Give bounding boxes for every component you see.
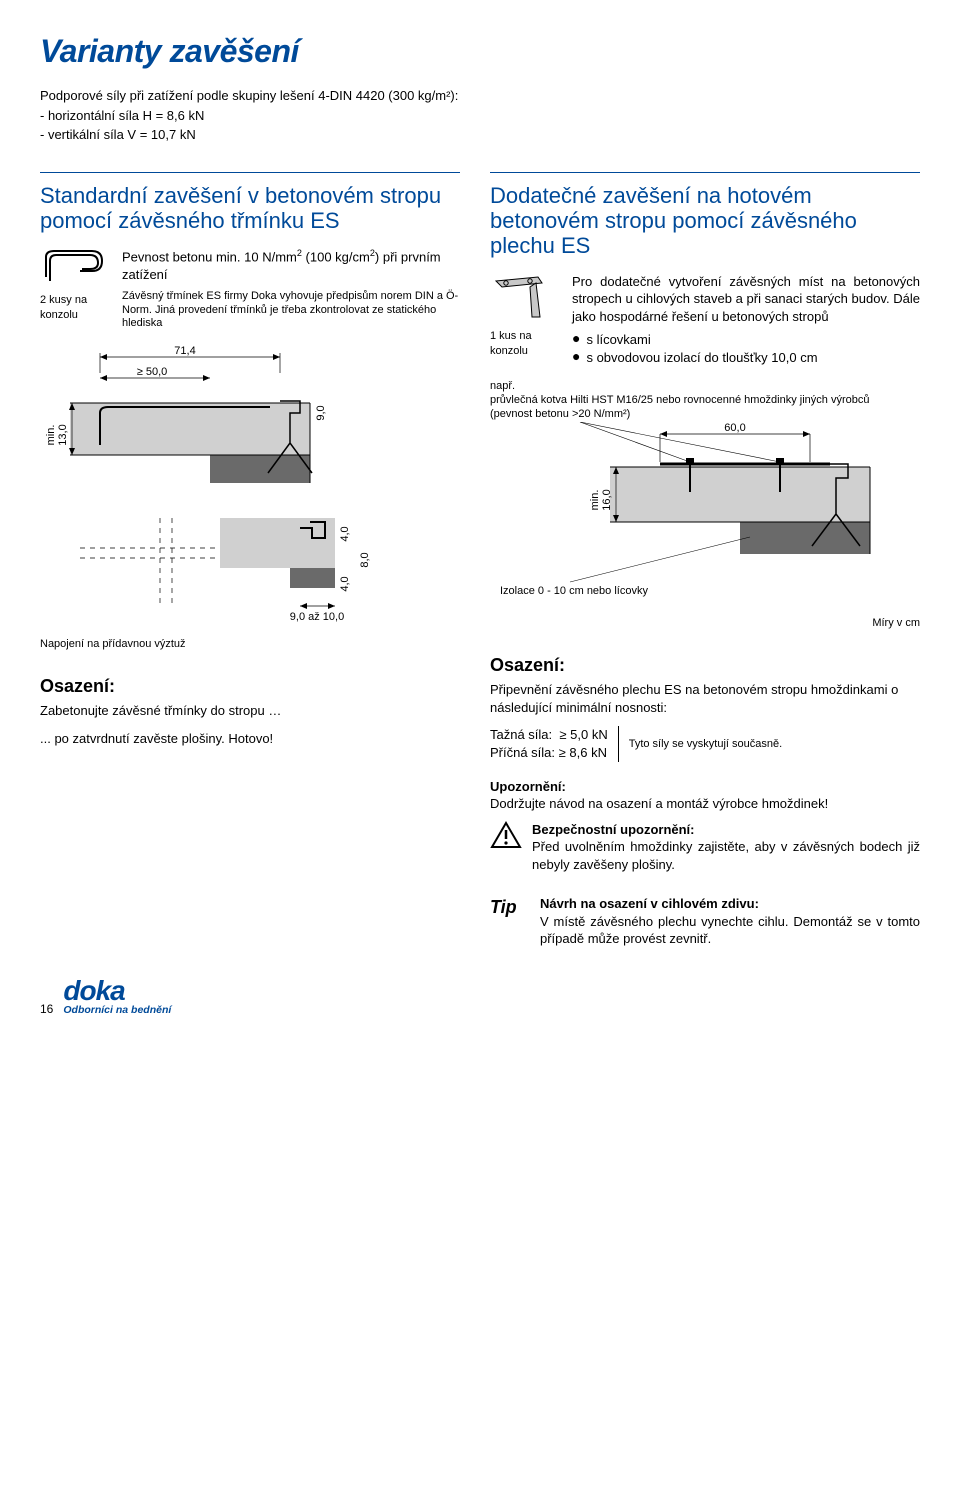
divider: [40, 172, 460, 173]
right-column: Dodatečné zavěšení na hotovém betonovém …: [490, 172, 920, 948]
dot-icon: ●: [572, 349, 580, 367]
plate-icon: 1 kus na konzolu: [490, 273, 558, 359]
tip-title: Návrh na osazení v cihlovém zdivu:: [540, 896, 759, 911]
left-heading: Standardní zavěšení v betonovém stropu p…: [40, 183, 460, 234]
napr: např.: [490, 380, 920, 394]
dim-w: 71,4: [174, 345, 195, 357]
text: Pevnost betonu min. 10 N/mm: [122, 250, 297, 265]
left-osaz-title: Osazení:: [40, 674, 460, 698]
bullet-2: ● s obvodovou izolací do tloušťky 10,0 cm: [572, 349, 920, 367]
svg-text:9,0: 9,0: [315, 405, 327, 420]
svg-text:min.: min.: [45, 425, 57, 446]
svg-text:60,0: 60,0: [724, 422, 745, 434]
force-table: Tažná síla: ≥ 5,0 kN Příčná síla: ≥ 8,6 …: [490, 726, 920, 761]
intro-line1: Podporové síly při zatížení podle skupin…: [40, 87, 920, 105]
intro-line2: - horizontální síla H = 8,6 kN: [40, 107, 920, 125]
bezp-text: Před uvolněním hmoždinky zajistěte, aby …: [532, 838, 920, 873]
right-diagram: 60,0 min.: [490, 422, 920, 617]
page-title: Varianty zavěšení: [40, 30, 920, 73]
stirrup-icon-caption: 2 kusy na konzolu: [40, 293, 108, 323]
svg-text:4,0: 4,0: [339, 576, 351, 591]
svg-text:13,0: 13,0: [57, 424, 69, 445]
dot-icon: ●: [572, 331, 580, 349]
svg-text:min.: min.: [589, 489, 601, 510]
upoz-text: Dodržujte návod na osazení a montáž výro…: [490, 795, 828, 813]
svg-text:16,0: 16,0: [601, 489, 613, 510]
miry-label: Míry v cm: [490, 616, 920, 631]
svg-text:Izolace 0 - 10 cm nebo lícovky: Izolace 0 - 10 cm nebo lícovky: [500, 585, 648, 597]
text: (100 kg/cm: [302, 250, 370, 265]
intro-line3: - vertikální síla V = 10,7 kN: [40, 126, 920, 144]
bullet-text: s obvodovou izolací do tloušťky 10,0 cm: [586, 349, 817, 367]
left-para2: Závěsný třmínek ES firmy Doka vyhovuje p…: [122, 290, 460, 331]
right-para1: Pro dodatečné vytvoření závěsných míst n…: [572, 273, 920, 326]
right-osaz-title: Osazení:: [490, 653, 920, 677]
safety-text: Bezpečnostní upozornění: Před uvolněním …: [532, 821, 920, 874]
anchor-note: průvlečná kotva Hilti HST M16/25 nebo ro…: [490, 394, 920, 408]
doka-tagline: Odborníci na bednění: [63, 1003, 171, 1017]
tazna-label: Tažná síla:: [490, 727, 552, 742]
pevnost-note: (pevnost betonu >20 N/mm²): [490, 408, 920, 422]
svg-text:8,0: 8,0: [359, 552, 371, 567]
left-column: Standardní zavěšení v betonovém stropu p…: [40, 172, 460, 948]
left-diagrams: 71,4 ≥ 50,0 min. 13,0: [40, 343, 460, 633]
pricna-val: ≥ 8,6 kN: [559, 745, 607, 760]
right-notes: např. průvlečná kotva Hilti HST M16/25 n…: [490, 380, 920, 421]
tip-row: Tip Návrh na osazení v cihlovém zdivu: V…: [490, 895, 920, 948]
upoz: Upozornění: Dodržujte návod na osazení a…: [490, 778, 920, 813]
left-spec-text: Pevnost betonu min. 10 N/mm2 (100 kg/cm2…: [122, 247, 460, 337]
bezp-title: Bezpečnostní upozornění:: [532, 822, 695, 837]
left-callout: Napojení na přídavnou výztuž: [40, 637, 460, 652]
divider: [490, 172, 920, 173]
plate-icon-caption: 1 kus na konzolu: [490, 329, 558, 359]
upoz-title: Upozornění:: [490, 779, 566, 794]
warning-triangle-icon: [490, 821, 522, 854]
soucasne-note: Tyto síly se vyskytují současně.: [629, 737, 782, 752]
svg-text:9,0 až 10,0: 9,0 až 10,0: [290, 611, 344, 623]
safety-warning: Bezpečnostní upozornění: Před uvolněním …: [490, 821, 920, 874]
svg-text:4,0: 4,0: [339, 526, 351, 541]
intro-block: Podporové síly při zatížení podle skupin…: [40, 87, 920, 144]
tip-text: Návrh na osazení v cihlovém zdivu: V mís…: [540, 895, 920, 948]
doka-brand: doka: [63, 978, 171, 1003]
doka-logo: doka Odborníci na bednění: [63, 978, 171, 1017]
stirrup-icon: 2 kusy na konzolu: [40, 247, 108, 323]
right-heading: Dodatečné zavěšení na hotovém betonovém …: [490, 183, 920, 259]
left-para1: Pevnost betonu min. 10 N/mm2 (100 kg/cm2…: [122, 247, 460, 283]
page-number: 16: [40, 1001, 53, 1017]
tip-icon: Tip: [490, 895, 530, 919]
bullet-text: s lícovkami: [586, 331, 650, 349]
bullet-1: ● s lícovkami: [572, 331, 920, 349]
tazna-val: ≥ 5,0 kN: [559, 727, 607, 742]
tip-body: V místě závěsného plechu vynechte cihlu.…: [540, 913, 920, 948]
right-spec-text: Pro dodatečné vytvoření závěsných míst n…: [572, 273, 920, 367]
svg-text:≥ 50,0: ≥ 50,0: [137, 366, 168, 378]
left-osaz-line2: ... po zatvrdnutí zavěste plošiny. Hotov…: [40, 730, 460, 748]
left-osaz-line1: Zabetonujte závěsné třmínky do stropu …: [40, 702, 460, 720]
footer: 16 doka Odborníci na bednění: [40, 978, 920, 1017]
pricna-label: Příčná síla:: [490, 745, 555, 760]
right-osaz-para: Připevnění závěsného plechu ES na betono…: [490, 681, 920, 716]
